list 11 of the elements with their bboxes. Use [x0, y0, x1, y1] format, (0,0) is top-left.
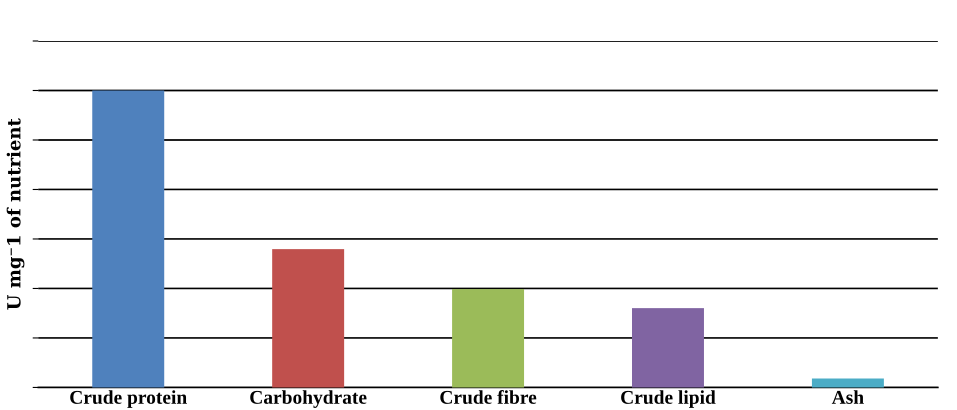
x-tick-label: Crude fibre [440, 390, 536, 404]
x-tick-label: Crude lipid [621, 390, 716, 408]
y-axis-title: U mg⁻1 of nutrient [6, 118, 24, 310]
bar [632, 308, 704, 388]
bar [452, 289, 524, 388]
x-tick-label: Crude protein [70, 390, 187, 408]
x-tick-label: Carbohydrate [250, 390, 367, 408]
x-tick-label: Ash [832, 390, 864, 404]
bar [812, 378, 884, 388]
bar [92, 90, 164, 388]
bar [272, 249, 344, 388]
